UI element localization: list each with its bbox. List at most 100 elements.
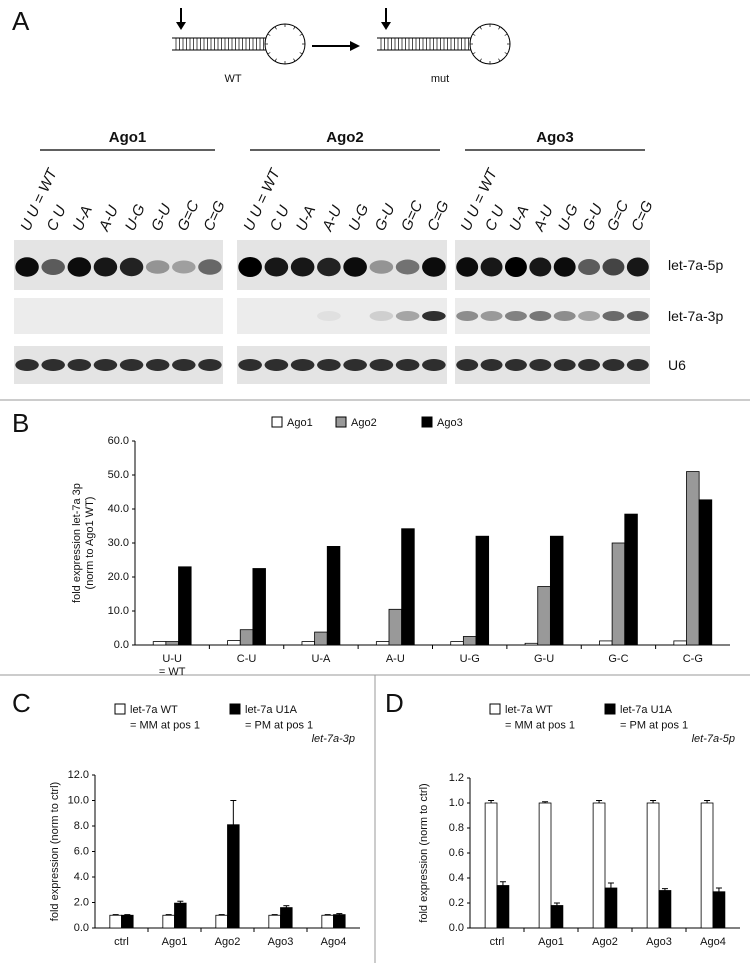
bar — [624, 513, 638, 646]
lane-label: U-A — [506, 203, 532, 234]
band — [602, 258, 625, 276]
band — [553, 311, 576, 321]
x-tick-label: Ago2 — [592, 936, 618, 948]
y-tick-label: 0.4 — [449, 872, 464, 884]
y-axis-label: fold expression (norm to ctrl) — [49, 782, 61, 921]
band — [504, 359, 527, 371]
blot — [237, 298, 447, 334]
band — [343, 257, 367, 277]
loop-tick — [472, 33, 476, 36]
loop-tick — [504, 52, 508, 55]
arrow-head — [381, 22, 391, 30]
lane-label: G-U — [148, 201, 175, 233]
panel-label: B — [12, 408, 29, 438]
bar — [178, 566, 192, 646]
lane-label: C=G — [424, 198, 453, 234]
y-tick-label: 1.0 — [449, 797, 464, 809]
band — [480, 257, 503, 277]
band — [369, 260, 394, 274]
legend-swatch — [114, 703, 126, 715]
band — [504, 257, 527, 277]
blot-header: Ago2 — [326, 129, 364, 146]
hairpin-label: WT — [224, 73, 241, 85]
bar — [450, 641, 464, 646]
lane-label: C=G — [628, 198, 657, 234]
band — [480, 311, 503, 321]
band — [145, 260, 170, 274]
y-tick-label: 50.0 — [108, 469, 129, 481]
band — [145, 359, 170, 371]
legend-label: let-7a U1A = PM at pos 1 — [245, 704, 313, 731]
band — [456, 311, 479, 321]
bar — [599, 640, 613, 646]
band — [395, 259, 420, 275]
bar — [174, 902, 187, 929]
y-tick-label: 6.0 — [74, 846, 89, 858]
bar — [326, 546, 341, 646]
band — [626, 311, 649, 321]
y-tick-label: 40.0 — [108, 503, 129, 515]
y-tick-label: 10.0 — [108, 605, 129, 617]
loop-tick — [504, 33, 508, 36]
lane-label: U-G — [122, 201, 149, 233]
x-tick-label: ctrl — [114, 936, 129, 948]
band — [264, 257, 289, 277]
band — [119, 257, 144, 277]
loop-tick — [293, 26, 296, 30]
panel-label: D — [385, 688, 404, 718]
legend-label: let-7a WT = MM at pos 1 — [130, 704, 200, 731]
legend-label: Ago2 — [351, 417, 377, 429]
band — [529, 359, 552, 371]
band — [317, 311, 341, 321]
bar — [700, 802, 714, 929]
bar — [484, 802, 498, 929]
band — [41, 359, 65, 371]
band — [553, 359, 576, 371]
x-tick-label: U-G — [460, 653, 480, 665]
band — [602, 311, 625, 321]
loop-tick — [479, 58, 482, 62]
loop — [264, 23, 306, 65]
lane-label: A-U — [530, 203, 557, 235]
bar — [227, 824, 240, 929]
bar — [252, 568, 266, 646]
legend-swatch — [271, 416, 283, 428]
lane-label: G-U — [372, 201, 399, 233]
y-tick-label: 8.0 — [74, 820, 89, 832]
bar — [152, 641, 167, 646]
band — [578, 259, 601, 275]
band — [578, 311, 601, 321]
x-tick-label: A-U — [386, 653, 405, 665]
y-tick-label: 2.0 — [74, 897, 89, 909]
y-tick-label: 12.0 — [68, 769, 89, 781]
bar — [658, 890, 672, 929]
lane-label: C U — [267, 203, 293, 234]
band — [369, 359, 394, 371]
bar — [475, 535, 490, 646]
loop-tick — [267, 33, 271, 36]
lane-label: C=G — [200, 198, 229, 234]
loop-tick — [498, 58, 501, 62]
band — [67, 257, 92, 277]
band — [290, 359, 315, 371]
loop — [469, 23, 511, 65]
x-tick-label: G-C — [608, 653, 628, 665]
annotation: let-7a-3p — [312, 733, 355, 745]
y-tick-label: 0.0 — [449, 922, 464, 934]
band — [626, 359, 649, 371]
bar — [646, 802, 660, 929]
blot — [14, 298, 223, 334]
row-label: let-7a-5p — [668, 257, 723, 273]
bar — [268, 914, 281, 929]
bar — [165, 641, 179, 646]
y-tick-label: 0.8 — [449, 822, 464, 834]
y-axis-label: fold expression (norm to ctrl) — [418, 783, 430, 922]
bar — [673, 640, 687, 646]
band — [578, 359, 601, 371]
loop-tick — [472, 52, 476, 55]
band — [395, 311, 420, 321]
bar — [611, 542, 626, 646]
band — [480, 359, 503, 371]
band — [15, 359, 39, 371]
loop-tick — [299, 52, 303, 55]
